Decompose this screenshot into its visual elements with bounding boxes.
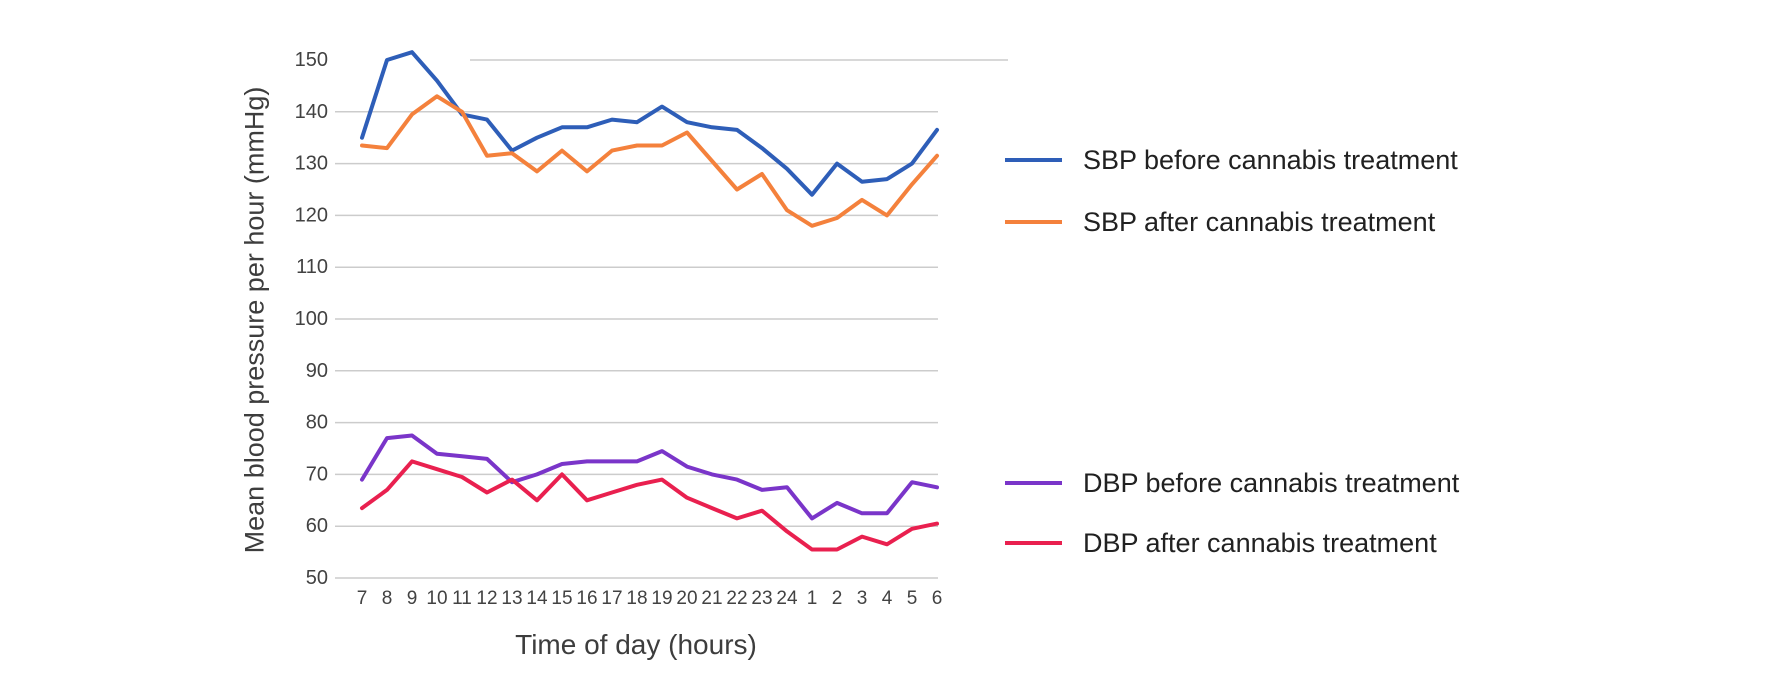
series-line-sbp-after-cannabis-treatment xyxy=(360,94,939,228)
y-tick-label-100: 100 xyxy=(295,308,328,330)
y-tick-label-150: 150 xyxy=(295,49,328,71)
x-tick-label-6: 6 xyxy=(932,588,943,609)
y-tick-label-90: 90 xyxy=(306,360,328,382)
y-tick-label-60: 60 xyxy=(306,515,328,537)
x-tick-label-23: 23 xyxy=(751,588,772,609)
x-tick-label-20: 20 xyxy=(676,588,697,609)
x-tick-label-14: 14 xyxy=(526,588,548,609)
x-tick-label-24: 24 xyxy=(776,588,798,609)
y-tick-label-120: 120 xyxy=(295,204,328,226)
x-tick-label-11: 11 xyxy=(452,588,472,609)
x-tick-label-4: 4 xyxy=(882,588,893,609)
y-tick-label-110: 110 xyxy=(296,256,328,278)
x-tick-label-22: 22 xyxy=(726,588,747,609)
y-axis-title: Mean blood pressure per hour (mmHg) xyxy=(239,86,270,554)
series-line-dbp-before-cannabis-treatment xyxy=(360,433,939,521)
x-tick-label-13: 13 xyxy=(501,588,522,609)
x-tick-label-5: 5 xyxy=(907,588,918,609)
x-tick-label-16: 16 xyxy=(576,588,597,609)
x-tick-label-21: 21 xyxy=(701,588,722,609)
x-tick-label-17: 17 xyxy=(601,588,622,609)
x-tick-label-8: 8 xyxy=(382,588,393,609)
y-tick-label-70: 70 xyxy=(306,463,328,485)
series-line-dbp-after-cannabis-treatment xyxy=(360,459,939,552)
x-tick-label-18: 18 xyxy=(626,588,647,609)
x-tick-label-3: 3 xyxy=(857,588,868,609)
x-tick-label-15: 15 xyxy=(551,588,572,609)
x-tick-label-19: 19 xyxy=(651,588,672,609)
y-tick-label-140: 140 xyxy=(295,101,328,123)
x-tick-label-9: 9 xyxy=(407,588,418,609)
x-tick-label-7: 7 xyxy=(357,588,368,609)
x-axis-title: Time of day (hours) xyxy=(515,629,757,660)
x-tick-label-12: 12 xyxy=(476,588,497,609)
legend-label-sbp-before-cannabis-treatment: SBP before cannabis treatment xyxy=(1083,145,1458,175)
legend-label-dbp-after-cannabis-treatment: DBP after cannabis treatment xyxy=(1083,528,1437,558)
series-line-sbp-before-cannabis-treatment xyxy=(360,50,939,197)
legend-label-dbp-before-cannabis-treatment: DBP before cannabis treatment xyxy=(1083,468,1460,498)
y-tick-label-80: 80 xyxy=(306,412,328,434)
x-tick-label-10: 10 xyxy=(426,588,447,609)
x-tick-label-1: 1 xyxy=(807,588,818,609)
y-tick-label-50: 50 xyxy=(306,567,328,589)
legend-label-sbp-after-cannabis-treatment: SBP after cannabis treatment xyxy=(1083,207,1436,237)
y-tick-label-130: 130 xyxy=(295,153,328,175)
x-tick-label-2: 2 xyxy=(832,588,843,609)
